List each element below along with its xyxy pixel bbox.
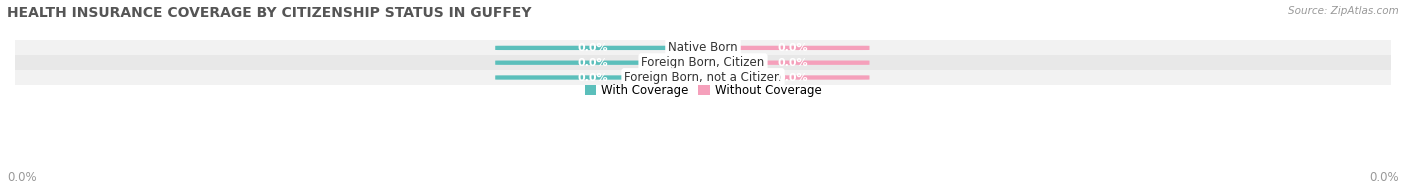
- Text: HEALTH INSURANCE COVERAGE BY CITIZENSHIP STATUS IN GUFFEY: HEALTH INSURANCE COVERAGE BY CITIZENSHIP…: [7, 6, 531, 20]
- FancyBboxPatch shape: [716, 75, 869, 80]
- Text: Source: ZipAtlas.com: Source: ZipAtlas.com: [1288, 6, 1399, 16]
- Text: 0.0%: 0.0%: [578, 58, 609, 68]
- Bar: [15, 41, 1391, 55]
- Bar: [15, 70, 1391, 85]
- Text: Native Born: Native Born: [668, 41, 738, 54]
- FancyBboxPatch shape: [495, 75, 690, 80]
- FancyBboxPatch shape: [716, 61, 869, 65]
- Text: 0.0%: 0.0%: [7, 171, 37, 184]
- Text: Foreign Born, Citizen: Foreign Born, Citizen: [641, 56, 765, 69]
- FancyBboxPatch shape: [716, 46, 869, 50]
- FancyBboxPatch shape: [495, 61, 690, 65]
- Text: 0.0%: 0.0%: [1369, 171, 1399, 184]
- Text: 0.0%: 0.0%: [778, 43, 808, 53]
- Text: 0.0%: 0.0%: [578, 43, 609, 53]
- Text: 0.0%: 0.0%: [578, 73, 609, 83]
- Bar: [15, 55, 1391, 70]
- Legend: With Coverage, Without Coverage: With Coverage, Without Coverage: [579, 80, 827, 102]
- FancyBboxPatch shape: [495, 46, 690, 50]
- Text: Foreign Born, not a Citizen: Foreign Born, not a Citizen: [624, 71, 782, 84]
- Text: 0.0%: 0.0%: [778, 58, 808, 68]
- Text: 0.0%: 0.0%: [778, 73, 808, 83]
